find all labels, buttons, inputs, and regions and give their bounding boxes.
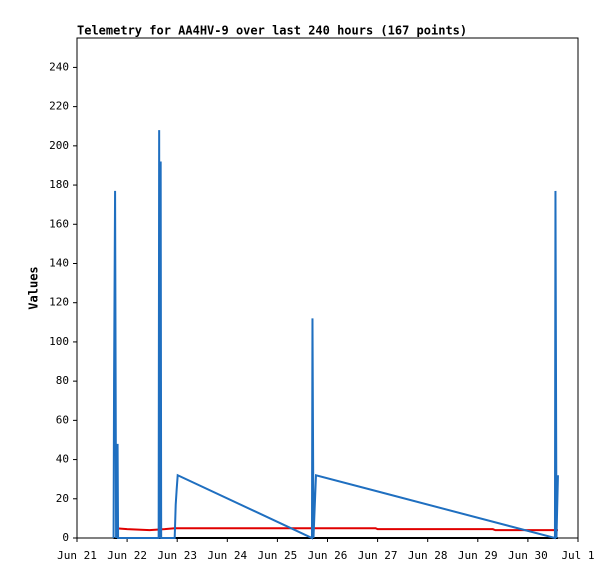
y-tick-label: 220 — [49, 100, 69, 113]
series-line — [112, 130, 559, 540]
chart-title: Telemetry for AA4HV-9 over last 240 hour… — [77, 24, 467, 38]
x-tick-label: Jun 23 — [157, 549, 197, 562]
y-tick-label: 140 — [49, 256, 69, 269]
x-tick-label: Jun 26 — [308, 549, 348, 562]
x-tick-label: Jun 27 — [358, 549, 398, 562]
y-axis-label: Values — [27, 266, 41, 309]
y-tick-label: 160 — [49, 217, 69, 230]
y-tick-label: 200 — [49, 139, 69, 152]
x-tick-label: Jun 22 — [107, 549, 147, 562]
x-tick-label: Jun 25 — [258, 549, 298, 562]
y-tick-label: 240 — [49, 60, 69, 73]
x-tick-label: Jun 29 — [458, 549, 498, 562]
y-tick-label: 120 — [49, 296, 69, 309]
y-tick-label: 60 — [56, 413, 69, 426]
x-tick-label: Jun 21 — [57, 549, 97, 562]
y-tick-label: 100 — [49, 335, 69, 348]
x-tick-label: Jun 30 — [508, 549, 548, 562]
x-tick-label: Jul 1 — [561, 549, 594, 562]
y-tick-label: 0 — [62, 531, 69, 544]
y-tick-label: 80 — [56, 374, 69, 387]
x-tick-label: Jun 28 — [408, 549, 448, 562]
y-tick-label: 180 — [49, 178, 69, 191]
y-tick-label: 20 — [56, 492, 69, 505]
y-tick-label: 40 — [56, 453, 69, 466]
x-tick-label: Jun 24 — [207, 549, 247, 562]
series-line — [115, 527, 558, 532]
plot-frame — [76, 37, 579, 539]
